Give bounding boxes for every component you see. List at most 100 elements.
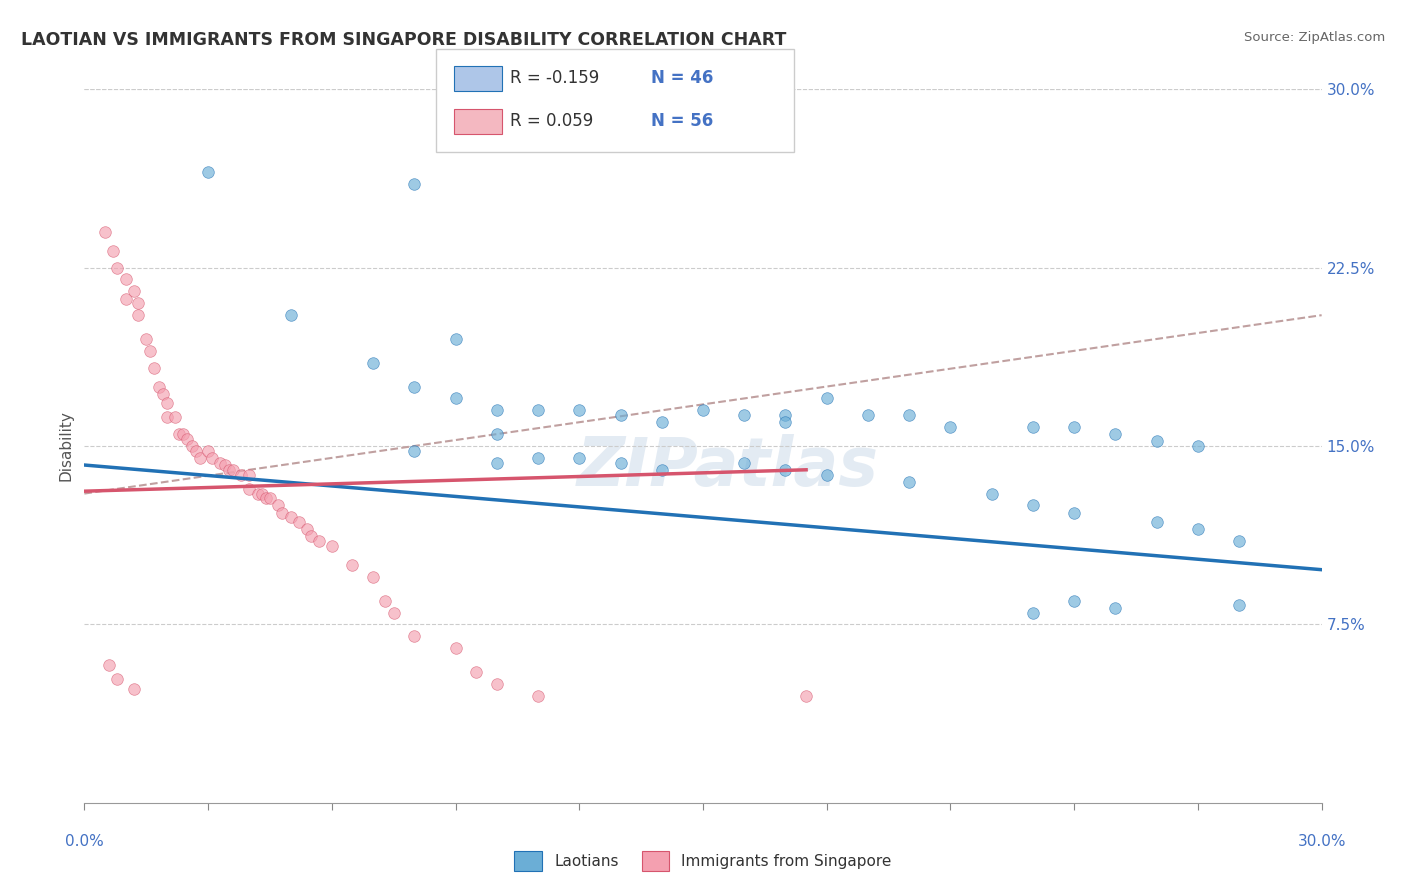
Point (156, 410, 179, 425)
Point (143, 360, 166, 375)
Point (122, 285, 145, 299)
Point (568, 450, 591, 465)
Point (527, 403, 550, 417)
Point (295, 522, 318, 536)
Point (444, 392, 467, 406)
Point (288, 515, 311, 529)
Point (382, 606, 405, 620)
Point (103, 244, 125, 258)
Point (898, 475, 921, 489)
Point (94, 225, 117, 239)
Point (259, 491, 281, 506)
Point (404, 178, 426, 192)
Point (1227, 599, 1250, 613)
Point (188, 450, 211, 465)
Point (775, 415, 797, 429)
Point (939, 420, 962, 434)
Point (214, 458, 236, 472)
Point (794, 689, 817, 703)
Point (1187, 439, 1209, 453)
Point (733, 456, 755, 470)
Point (1063, 420, 1085, 434)
Point (176, 432, 198, 446)
Point (152, 386, 174, 401)
Point (485, 456, 508, 470)
Point (218, 463, 240, 477)
Point (172, 427, 194, 442)
Point (1146, 434, 1168, 449)
Point (105, 260, 128, 275)
Point (444, 332, 467, 346)
Point (404, 629, 426, 643)
Text: ZIPatlas: ZIPatlas (576, 434, 879, 500)
Point (485, 403, 508, 417)
Point (651, 415, 673, 429)
Text: Source: ZipAtlas.com: Source: ZipAtlas.com (1244, 31, 1385, 45)
Point (1022, 606, 1045, 620)
Point (127, 296, 149, 310)
Point (238, 467, 260, 482)
Point (229, 467, 252, 482)
Text: N = 46: N = 46 (651, 70, 713, 87)
Text: N = 56: N = 56 (651, 112, 713, 130)
Point (1022, 420, 1045, 434)
Point (361, 570, 384, 584)
Point (156, 396, 179, 410)
Point (299, 529, 322, 543)
Point (898, 408, 921, 422)
Text: 0.0%: 0.0% (65, 834, 104, 849)
Point (1104, 600, 1126, 615)
Point (692, 403, 714, 417)
Point (167, 427, 190, 442)
Point (815, 392, 838, 406)
Point (321, 539, 343, 553)
Point (280, 308, 302, 322)
Point (122, 681, 145, 696)
Text: R = -0.159: R = -0.159 (510, 70, 599, 87)
Point (238, 482, 260, 496)
Point (444, 641, 467, 656)
Point (201, 450, 224, 465)
Point (856, 408, 879, 422)
Point (527, 689, 550, 703)
Point (465, 665, 488, 679)
Point (1146, 515, 1168, 529)
Point (135, 332, 157, 346)
Point (361, 356, 384, 370)
Point (271, 506, 294, 520)
Point (254, 491, 277, 506)
Point (651, 463, 673, 477)
Point (165, 410, 187, 425)
Y-axis label: Disability: Disability (58, 410, 73, 482)
Point (197, 443, 219, 458)
Point (1104, 427, 1126, 442)
Point (197, 165, 219, 179)
Point (139, 343, 162, 358)
Point (404, 379, 426, 393)
Point (775, 463, 797, 477)
Point (246, 486, 269, 500)
Point (114, 292, 136, 306)
Text: R = 0.059: R = 0.059 (510, 112, 593, 130)
Point (485, 677, 508, 691)
Point (527, 450, 550, 465)
Point (250, 486, 273, 500)
Point (180, 439, 202, 453)
Point (1063, 593, 1085, 607)
Point (568, 403, 591, 417)
Point (1187, 522, 1209, 536)
Point (733, 408, 755, 422)
Point (308, 534, 330, 549)
Legend: Laotians, Immigrants from Singapore: Laotians, Immigrants from Singapore (509, 846, 897, 877)
Point (374, 593, 396, 607)
Point (148, 379, 170, 393)
Text: 30.0%: 30.0% (1298, 834, 1346, 849)
Point (267, 499, 290, 513)
Point (342, 558, 364, 572)
Text: LAOTIAN VS IMMIGRANTS FROM SINGAPORE DISABILITY CORRELATION CHART: LAOTIAN VS IMMIGRANTS FROM SINGAPORE DIS… (21, 31, 786, 49)
Point (222, 463, 245, 477)
Point (609, 456, 631, 470)
Point (1022, 499, 1045, 513)
Point (114, 272, 136, 286)
Point (815, 467, 838, 482)
